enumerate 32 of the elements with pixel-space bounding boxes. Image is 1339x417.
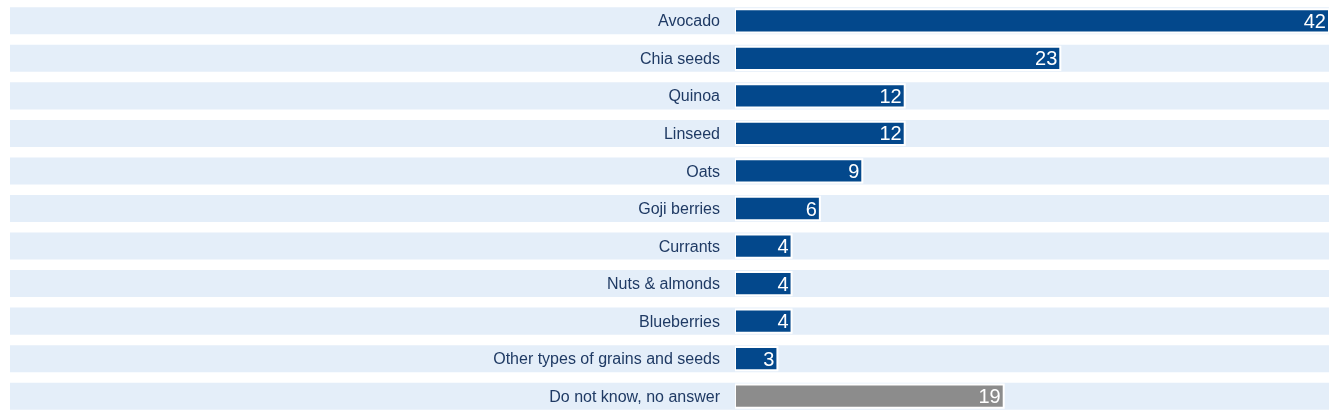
bar bbox=[735, 195, 821, 222]
y-tick-label: Oats bbox=[686, 162, 720, 180]
bar bbox=[735, 383, 1005, 409]
bar bbox=[735, 45, 1062, 71]
bar bbox=[735, 308, 793, 334]
data-label: 12 bbox=[879, 122, 902, 145]
y-tick-label: Do not know, no answer bbox=[549, 387, 721, 405]
data-label: 42 bbox=[1303, 9, 1326, 32]
data-label: 9 bbox=[848, 159, 860, 182]
data-label: 4 bbox=[777, 272, 789, 295]
y-tick-label: Avocado bbox=[658, 12, 721, 30]
bar bbox=[735, 346, 779, 372]
y-tick-label: Linseed bbox=[663, 125, 720, 143]
data-label: 4 bbox=[777, 310, 789, 333]
data-label: 23 bbox=[1035, 47, 1058, 70]
bar bbox=[735, 158, 864, 184]
y-tick-label: Chia seeds bbox=[639, 49, 720, 67]
y-tick-label: Nuts & almonds bbox=[607, 275, 720, 293]
data-label: 4 bbox=[777, 235, 789, 258]
y-tick-label: Blueberries bbox=[639, 312, 720, 330]
y-tick-label: Currants bbox=[658, 237, 720, 255]
bar bbox=[735, 233, 793, 259]
data-label: 3 bbox=[763, 347, 775, 370]
y-tick-label: Quinoa bbox=[668, 87, 721, 105]
data-label: 6 bbox=[805, 197, 817, 220]
data-label: 12 bbox=[879, 84, 902, 107]
y-tick-label: Other types of grains and seeds bbox=[493, 350, 720, 368]
bar bbox=[735, 83, 906, 109]
bar bbox=[735, 120, 906, 147]
bar bbox=[735, 270, 793, 297]
data-label: 19 bbox=[978, 385, 1001, 408]
y-tick-label: Goji berries bbox=[638, 200, 720, 218]
